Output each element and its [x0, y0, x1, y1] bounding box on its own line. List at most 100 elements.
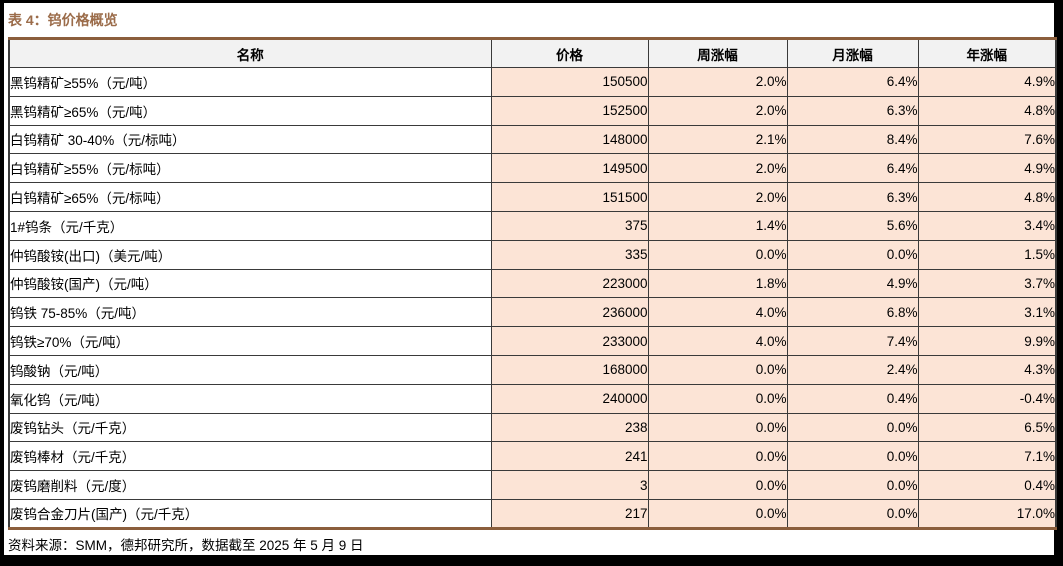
col-header-month-change: 月涨幅: [786, 38, 919, 68]
row-name: 白钨精矿 30-40%（元/标吨）: [8, 124, 492, 155]
row-price: 236000: [490, 297, 649, 328]
row-name: 黑钨精矿≥55%（元/吨）: [8, 67, 492, 97]
row-year-change: 9.9%: [917, 326, 1057, 356]
row-month-change: 0.0%: [786, 498, 919, 529]
col-header-year-change: 年涨幅: [917, 38, 1057, 68]
row-week-change: 1.4%: [647, 210, 788, 241]
row-name: 废钨磨削料（元/度）: [8, 470, 492, 500]
row-price: 150500: [490, 67, 649, 97]
row-name: 废钨合金刀片(国产)（元/千克）: [8, 498, 492, 529]
table-body: 黑钨精矿≥55%（元/吨） 150500 2.0% 6.4% 4.9% 黑钨精矿…: [8, 67, 1057, 529]
row-price: 223000: [490, 268, 649, 299]
row-week-change: 2.0%: [647, 67, 788, 97]
row-month-change: 5.6%: [786, 210, 919, 241]
row-month-change: 6.3%: [786, 182, 919, 212]
row-name: 废钨棒材（元/千克）: [8, 441, 492, 472]
row-week-change: 0.0%: [647, 412, 788, 443]
row-week-change: 2.0%: [647, 182, 788, 212]
row-price: 240000: [490, 383, 649, 414]
row-year-change: 3.7%: [917, 268, 1057, 299]
row-week-change: 4.0%: [647, 326, 788, 356]
row-name: 钨酸钠（元/吨）: [8, 354, 492, 385]
row-year-change: 4.9%: [917, 153, 1057, 184]
row-year-change: 4.9%: [917, 67, 1057, 97]
row-name: 氧化钨（元/吨）: [8, 383, 492, 414]
row-price: 233000: [490, 326, 649, 356]
row-year-change: 7.1%: [917, 441, 1057, 472]
row-week-change: 0.0%: [647, 354, 788, 385]
row-year-change: 7.6%: [917, 124, 1057, 155]
table-row: 废钨磨削料（元/度） 3 0.0% 0.0% 0.4%: [8, 470, 1057, 500]
source-note: 资料来源：SMM，德邦研究所，数据截至 2025 年 5 月 9 日: [8, 537, 364, 553]
table-row: 钨铁≥70%（元/吨） 233000 4.0% 7.4% 9.9%: [8, 326, 1057, 356]
row-year-change: 0.4%: [917, 470, 1057, 500]
row-year-change: 6.5%: [917, 412, 1057, 443]
row-price: 152500: [490, 95, 649, 126]
row-name: 白钨精矿≥55%（元/标吨）: [8, 153, 492, 184]
row-month-change: 0.0%: [786, 239, 919, 270]
row-price: 241: [490, 441, 649, 472]
table-row: 黑钨精矿≥65%（元/吨） 152500 2.0% 6.3% 4.8%: [8, 95, 1057, 126]
row-name: 钨铁≥70%（元/吨）: [8, 326, 492, 356]
report-page: 表 4：钨价格概览 名称 价格 周涨幅 月涨幅 年涨幅 黑钨精矿≥55%（元/吨…: [4, 3, 1057, 555]
table-row: 白钨精矿 30-40%（元/标吨） 148000 2.1% 8.4% 7.6%: [8, 124, 1057, 155]
row-name: 仲钨酸铵(国产)（元/吨）: [8, 268, 492, 299]
table-row: 废钨合金刀片(国产)（元/千克） 217 0.0% 0.0% 17.0%: [8, 498, 1057, 529]
row-name: 白钨精矿≥65%（元/标吨）: [8, 182, 492, 212]
table-row: 钨酸钠（元/吨） 168000 0.0% 2.4% 4.3%: [8, 354, 1057, 385]
row-name: 废钨钻头（元/千克）: [8, 412, 492, 443]
header-row: 名称 价格 周涨幅 月涨幅 年涨幅: [8, 38, 1057, 68]
row-month-change: 6.3%: [786, 95, 919, 126]
row-week-change: 0.0%: [647, 441, 788, 472]
row-name: 仲钨酸铵(出口)（美元/吨）: [8, 239, 492, 270]
table-row: 仲钨酸铵(国产)（元/吨） 223000 1.8% 4.9% 3.7%: [8, 268, 1057, 299]
row-year-change: -0.4%: [917, 383, 1057, 414]
row-month-change: 6.4%: [786, 153, 919, 184]
row-year-change: 17.0%: [917, 498, 1057, 529]
col-header-price: 价格: [490, 38, 649, 68]
row-price: 149500: [490, 153, 649, 184]
tungsten-price-table: 名称 价格 周涨幅 月涨幅 年涨幅 黑钨精矿≥55%（元/吨） 150500 2…: [8, 37, 1057, 530]
row-year-change: 4.8%: [917, 182, 1057, 212]
row-price: 238: [490, 412, 649, 443]
row-year-change: 3.1%: [917, 297, 1057, 328]
row-month-change: 8.4%: [786, 124, 919, 155]
table-row: 白钨精矿≥55%（元/标吨） 149500 2.0% 6.4% 4.9%: [8, 153, 1057, 184]
row-week-change: 0.0%: [647, 498, 788, 529]
row-price: 168000: [490, 354, 649, 385]
row-name: 1#钨条（元/千克）: [8, 210, 492, 241]
table-row: 黑钨精矿≥55%（元/吨） 150500 2.0% 6.4% 4.9%: [8, 67, 1057, 97]
table-row: 1#钨条（元/千克） 375 1.4% 5.6% 3.4%: [8, 210, 1057, 241]
table-row: 白钨精矿≥65%（元/标吨） 151500 2.0% 6.3% 4.8%: [8, 182, 1057, 212]
table-row: 钨铁 75-85%（元/吨） 236000 4.0% 6.8% 3.1%: [8, 297, 1057, 328]
row-week-change: 2.1%: [647, 124, 788, 155]
row-week-change: 4.0%: [647, 297, 788, 328]
row-month-change: 0.0%: [786, 412, 919, 443]
row-name: 钨铁 75-85%（元/吨）: [8, 297, 492, 328]
col-header-name: 名称: [8, 38, 492, 68]
row-week-change: 1.8%: [647, 268, 788, 299]
row-week-change: 0.0%: [647, 239, 788, 270]
col-header-week-change: 周涨幅: [647, 38, 788, 68]
row-price: 151500: [490, 182, 649, 212]
row-month-change: 6.8%: [786, 297, 919, 328]
table-row: 废钨钻头（元/千克） 238 0.0% 0.0% 6.5%: [8, 412, 1057, 443]
row-week-change: 0.0%: [647, 383, 788, 414]
table-row: 废钨棒材（元/千克） 241 0.0% 0.0% 7.1%: [8, 441, 1057, 472]
row-year-change: 3.4%: [917, 210, 1057, 241]
row-month-change: 4.9%: [786, 268, 919, 299]
row-price: 3: [490, 470, 649, 500]
row-year-change: 4.8%: [917, 95, 1057, 126]
table-row: 氧化钨（元/吨） 240000 0.0% 0.4% -0.4%: [8, 383, 1057, 414]
row-week-change: 0.0%: [647, 470, 788, 500]
row-price: 217: [490, 498, 649, 529]
row-price: 148000: [490, 124, 649, 155]
row-month-change: 0.4%: [786, 383, 919, 414]
row-month-change: 0.0%: [786, 441, 919, 472]
row-month-change: 7.4%: [786, 326, 919, 356]
row-price: 335: [490, 239, 649, 270]
row-price: 375: [490, 210, 649, 241]
row-year-change: 4.3%: [917, 354, 1057, 385]
row-week-change: 2.0%: [647, 95, 788, 126]
table-row: 仲钨酸铵(出口)（美元/吨） 335 0.0% 0.0% 1.5%: [8, 239, 1057, 270]
